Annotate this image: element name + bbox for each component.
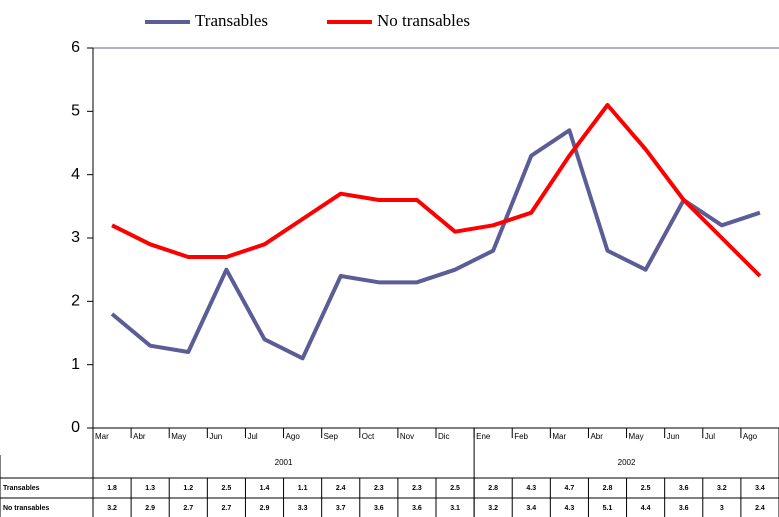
table-cell: 2.8: [488, 485, 498, 492]
table-cell: 3.2: [717, 485, 727, 492]
table-cell: 2.5: [450, 485, 460, 492]
table-cell: 2.3: [412, 485, 422, 492]
table-row-label: No transables: [3, 505, 49, 512]
x-tick-label: Abr: [590, 432, 603, 441]
y-tick-label: 5: [71, 103, 80, 120]
table-cell: 2.4: [755, 505, 765, 512]
x-tick-label: Ago: [286, 432, 301, 441]
x-tick-label: Feb: [514, 432, 528, 441]
x-tick-label: Mar: [95, 432, 109, 441]
legend-label: No transables: [377, 11, 470, 30]
group-label: 2001: [275, 458, 293, 467]
y-tick-label: 1: [71, 356, 80, 373]
y-tick-label: 3: [71, 229, 80, 246]
y-tick-label: 4: [71, 166, 80, 183]
table-cell: 2.9: [260, 505, 270, 512]
table-cell: 2.4: [336, 485, 346, 492]
table-cell: 2.5: [222, 485, 232, 492]
x-tick-label: Jun: [209, 432, 222, 441]
legend-label: Transables: [195, 11, 268, 30]
table-cell: 3.4: [755, 485, 765, 492]
series-line: [111, 103, 762, 278]
table-cell: 1.4: [260, 485, 270, 492]
x-tick-label: May: [629, 432, 644, 441]
x-tick-label: Mar: [552, 432, 566, 441]
table-cell: 3: [720, 505, 724, 512]
x-tick-label: Oct: [362, 432, 375, 441]
x-tick-label: Nov: [400, 432, 414, 441]
table-cell: 3.6: [679, 505, 689, 512]
table-cell: 2.5: [641, 485, 651, 492]
table-cell: 2.9: [145, 505, 155, 512]
x-tick-label: Sep: [324, 432, 339, 441]
table-cell: 3.6: [679, 485, 689, 492]
table-cell: 3.4: [526, 505, 536, 512]
x-tick-label: Ago: [743, 432, 758, 441]
table-cell: 1.1: [298, 485, 308, 492]
table-row-label: Transables: [3, 485, 40, 492]
table-cell: 3.6: [374, 505, 384, 512]
table-cell: 3.7: [336, 505, 346, 512]
x-tick-label: Abr: [133, 432, 146, 441]
table-cell: 2.7: [183, 505, 193, 512]
table-cell: 3.6: [412, 505, 422, 512]
y-tick-label: 6: [71, 39, 80, 56]
y-tick-label: 2: [71, 293, 80, 310]
table-cell: 3.2: [107, 505, 117, 512]
table-cell: 2.7: [222, 505, 232, 512]
table-cell: 5.1: [603, 505, 613, 512]
table-cell: 4.3: [526, 485, 536, 492]
table-cell: 4.3: [565, 505, 575, 512]
x-tick-label: Jul: [247, 432, 257, 441]
table-cell: 2.3: [374, 485, 384, 492]
x-tick-label: Ene: [476, 432, 491, 441]
table-cell: 1.2: [183, 485, 193, 492]
table-cell: 2.8: [603, 485, 613, 492]
x-tick-label: Jul: [705, 432, 715, 441]
table-cell: 3.1: [450, 505, 460, 512]
table-cell: 1.8: [107, 485, 117, 492]
table-cell: 3.2: [488, 505, 498, 512]
y-tick-label: 0: [71, 419, 80, 436]
group-label: 2002: [618, 458, 636, 467]
x-tick-label: Dic: [438, 432, 450, 441]
table-cell: 4.4: [641, 505, 651, 512]
table-cell: 3.3: [298, 505, 308, 512]
table-cell: 1.3: [145, 485, 155, 492]
table-cell: 4.7: [565, 485, 575, 492]
x-tick-label: Jun: [667, 432, 680, 441]
x-tick-label: May: [171, 432, 186, 441]
series-line: [110, 128, 761, 361]
